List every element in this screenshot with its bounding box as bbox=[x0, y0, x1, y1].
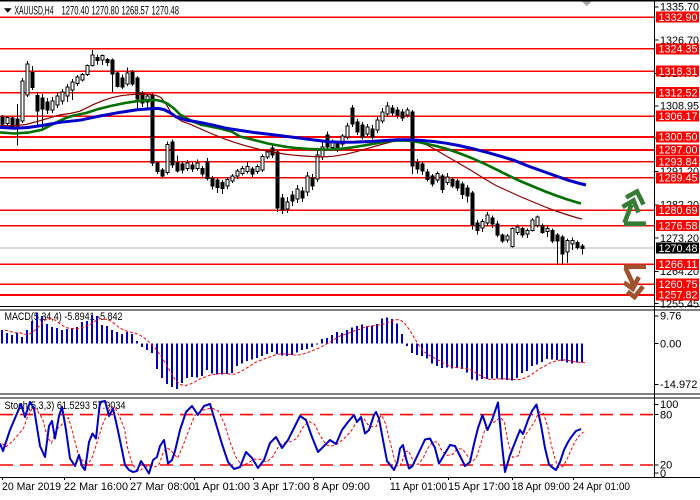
svg-text:24 Apr 01:00: 24 Apr 01:00 bbox=[573, 481, 630, 493]
svg-text:XAUUSD,H4: XAUUSD,H4 bbox=[15, 6, 54, 18]
svg-text:1280.69: 1280.69 bbox=[659, 205, 698, 217]
svg-text:1306.17: 1306.17 bbox=[659, 111, 698, 123]
svg-text:1289.45: 1289.45 bbox=[659, 173, 698, 185]
svg-text:1257.82: 1257.82 bbox=[659, 290, 698, 302]
svg-text:1270.80: 1270.80 bbox=[92, 6, 120, 18]
svg-text:1324.35: 1324.35 bbox=[659, 44, 698, 56]
svg-text:1270.48: 1270.48 bbox=[152, 6, 180, 18]
svg-text:11 Apr 01:00: 11 Apr 01:00 bbox=[390, 481, 447, 493]
svg-text:1255.45: 1255.45 bbox=[660, 298, 699, 310]
svg-text:3 Apr 17:00: 3 Apr 17:00 bbox=[253, 481, 310, 493]
svg-text:1293.84: 1293.84 bbox=[659, 156, 698, 168]
svg-text:1268.57: 1268.57 bbox=[122, 6, 150, 18]
svg-text:8 Apr 09:00: 8 Apr 09:00 bbox=[313, 481, 370, 493]
svg-text:1308.95: 1308.95 bbox=[660, 101, 699, 113]
svg-text:1335.70: 1335.70 bbox=[660, 2, 699, 14]
svg-text:22 Mar 16:00: 22 Mar 16:00 bbox=[64, 481, 128, 493]
svg-text:18 Apr 09:00: 18 Apr 09:00 bbox=[512, 481, 570, 493]
svg-text:20: 20 bbox=[660, 460, 672, 472]
svg-text:1260.75: 1260.75 bbox=[659, 279, 698, 291]
svg-text:15 Apr 17:00: 15 Apr 17:00 bbox=[448, 481, 510, 493]
svg-text:1297.00: 1297.00 bbox=[659, 145, 698, 157]
svg-text:0: 0 bbox=[660, 468, 666, 480]
svg-text:MACD(5,34,4) -5.8941 -5.842: MACD(5,34,4) -5.8941 -5.842 bbox=[5, 311, 123, 323]
svg-text:20 Mar 2019: 20 Mar 2019 bbox=[2, 481, 61, 493]
svg-text:0.00: 0.00 bbox=[660, 338, 681, 350]
svg-text:1266.11: 1266.11 bbox=[659, 259, 698, 271]
svg-text:-14.972: -14.972 bbox=[660, 379, 697, 391]
svg-text:1270.48: 1270.48 bbox=[659, 243, 698, 255]
svg-text:1 Apr 01:00: 1 Apr 01:00 bbox=[194, 481, 250, 493]
svg-text:1276.58: 1276.58 bbox=[659, 220, 698, 232]
svg-text:1273.20: 1273.20 bbox=[660, 233, 699, 245]
svg-text:1300.50: 1300.50 bbox=[659, 132, 698, 144]
svg-text:1312.52: 1312.52 bbox=[659, 87, 698, 99]
svg-text:9.76: 9.76 bbox=[660, 311, 681, 323]
svg-text:27 Mar 08:00: 27 Mar 08:00 bbox=[130, 481, 195, 493]
svg-text:1318.31: 1318.31 bbox=[659, 66, 698, 78]
svg-text:1270.40: 1270.40 bbox=[62, 6, 90, 18]
svg-text:1332.90: 1332.90 bbox=[659, 12, 698, 24]
svg-text:80: 80 bbox=[660, 409, 672, 421]
svg-text:100: 100 bbox=[660, 399, 678, 411]
